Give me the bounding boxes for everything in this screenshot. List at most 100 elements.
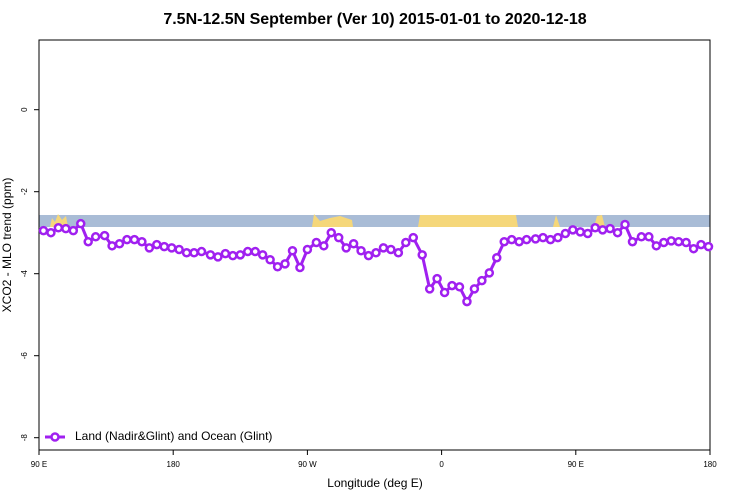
data-point [477,275,487,286]
series-line [43,221,709,305]
land-patch [50,214,68,227]
data-point [568,225,578,235]
data-point [159,241,170,252]
data-point [129,234,140,245]
data-point [137,236,147,247]
y-tick-label: -8 [20,434,29,442]
data-point [644,232,654,242]
data-point [447,280,457,291]
legend-label: Land (Nadir&Glint) and Ocean (Glint) [75,429,272,443]
data-point [521,234,532,245]
data-point [272,261,283,272]
x-axis-label: Longitude (deg E) [327,476,422,490]
data-point [287,245,298,256]
data-point [371,248,381,258]
data-point [181,248,192,258]
data-point [53,223,64,233]
data-point [257,250,268,260]
data-point [166,243,177,253]
data-point [220,248,231,259]
data-point [417,250,427,260]
data-point [295,262,305,273]
data-point [378,243,389,253]
data-point [439,287,450,298]
data-point [401,237,411,248]
data-point [553,232,563,243]
x-tick-label: 180 [167,460,181,469]
data-point [152,239,162,250]
data-point [326,227,337,238]
data-point [99,230,110,241]
data-point [363,250,374,261]
data-point [462,296,472,307]
data-point [538,232,548,243]
data-point [243,246,253,257]
data-point [659,237,669,248]
data-point [265,255,275,265]
data-point [76,218,86,229]
data-point [68,225,79,236]
y-axis-label: XCO2 - MLO trend (ppm) [0,178,14,313]
land-ocean-strip [39,214,710,227]
data-point [575,227,586,237]
data-point [597,225,608,235]
data-point [280,259,290,269]
y-tick-label: -2 [20,188,29,196]
x-tick-label: 90 W [298,460,317,469]
data-point [651,241,662,251]
data-point [506,234,517,245]
data-point [90,232,101,242]
land-patch [312,214,353,227]
data-point [333,232,344,243]
data-point [469,284,480,294]
data-point [673,236,684,247]
data-point [213,252,223,262]
data-point [46,227,56,238]
data-point [484,268,495,278]
data-point [560,228,571,239]
data-point [492,252,502,263]
land-patch [553,215,560,227]
y-tick-label: -6 [20,352,29,360]
data-point [319,241,329,251]
data-point [393,248,404,258]
data-point [454,282,465,292]
y-tick-label: 0 [20,107,29,112]
data-point [122,234,132,245]
y-tick-label: -4 [20,270,29,278]
data-point [703,241,714,252]
data-point [107,241,117,251]
data-point [612,227,623,238]
data-point [681,237,691,248]
data-point [582,228,593,239]
data-point [114,239,125,249]
data-point [530,234,541,244]
x-tick-label: 0 [439,460,444,469]
x-tick-label: 90 E [568,460,584,469]
data-point [302,244,313,255]
data-point [196,246,207,257]
data-point [311,237,322,248]
data-point [432,273,442,284]
data-point [189,248,199,258]
data-point [636,232,647,242]
data-point [545,234,556,245]
data-point [235,250,246,260]
data-point [250,246,260,257]
x-tick-label: 180 [703,460,717,469]
data-point [174,244,184,255]
data-point [83,236,93,247]
x-tick-label: 90 E [31,460,47,469]
data-point [688,243,699,254]
legend-marker [50,432,60,442]
data-point [590,223,600,233]
data-point [627,236,638,247]
land-patch [418,215,518,227]
data-point [386,244,396,255]
data-point [38,225,49,236]
data-point [424,284,435,294]
chart-title: 7.5N-12.5N September (Ver 10) 2015-01-01… [163,11,586,28]
data-point [61,223,71,234]
